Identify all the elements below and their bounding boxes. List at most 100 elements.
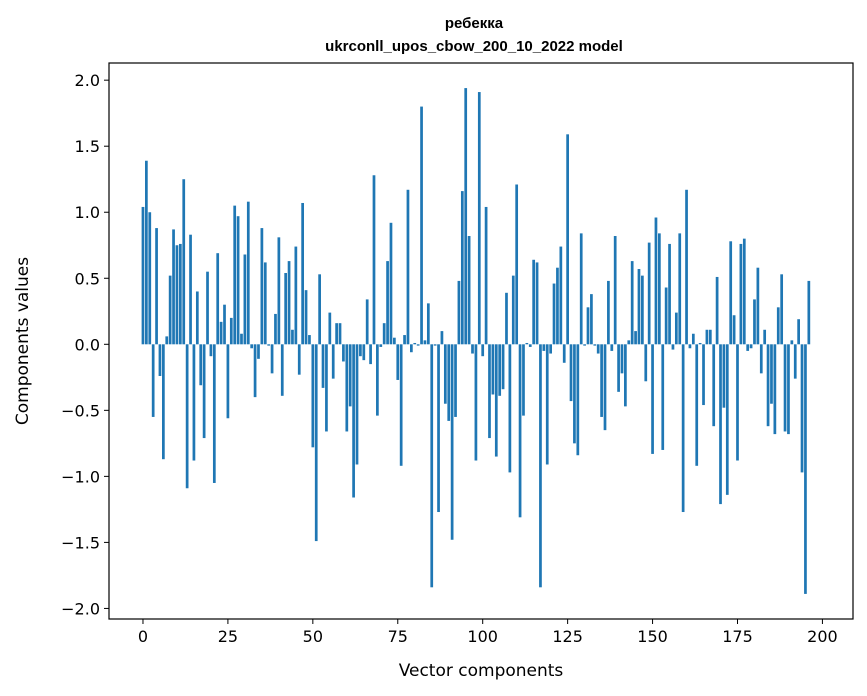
bar-85 [430, 344, 434, 588]
chart-title: ребекка [445, 15, 504, 32]
bar-183 [763, 329, 767, 345]
bar-28 [236, 216, 240, 345]
bar-98 [474, 344, 478, 461]
bar-146 [637, 269, 641, 345]
bar-108 [508, 344, 512, 473]
bar-144 [630, 261, 634, 345]
bar-124 [562, 344, 566, 363]
bar-91 [450, 344, 454, 540]
bar-143 [627, 340, 631, 345]
bar-35 [260, 228, 264, 345]
bar-172 [725, 344, 729, 495]
bar-96 [467, 236, 471, 345]
bar-8 [168, 275, 172, 345]
bar-118 [542, 344, 546, 351]
bar-188 [780, 274, 784, 345]
bar-133 [593, 344, 597, 346]
bar-44 [291, 329, 294, 345]
bar-104 [494, 344, 498, 457]
bar-45 [294, 246, 298, 345]
bar-52 [318, 274, 321, 345]
bar-53 [321, 344, 325, 388]
bar-21 [212, 344, 216, 483]
y-tick-label: −2.0 [61, 599, 100, 618]
bar-55 [328, 312, 332, 345]
bar-95 [464, 88, 468, 345]
bar-94 [460, 191, 464, 345]
bar-87 [437, 344, 440, 513]
bar-150 [651, 344, 654, 454]
bar-2 [148, 212, 152, 345]
bar-1 [145, 160, 148, 345]
bar-7 [165, 336, 169, 345]
bar-3 [151, 344, 155, 417]
bar-148 [644, 344, 648, 382]
bar-9 [172, 229, 175, 345]
bar-123 [559, 246, 563, 345]
bar-39 [274, 313, 277, 345]
bar-152 [658, 233, 661, 345]
bar-37 [267, 344, 271, 346]
bar-125 [566, 134, 569, 345]
bar-100 [481, 344, 485, 357]
bar-64 [359, 344, 362, 357]
bar-154 [664, 287, 668, 345]
bar-141 [620, 344, 624, 374]
bar-29 [240, 333, 243, 345]
bar-38 [270, 344, 274, 374]
bar-63 [355, 344, 359, 465]
bar-122 [556, 267, 559, 345]
bar-48 [304, 290, 308, 345]
bar-117 [539, 344, 542, 588]
bar-155 [668, 243, 671, 345]
bar-193 [797, 319, 800, 345]
bar-147 [641, 275, 644, 345]
bar-90 [447, 344, 451, 421]
bar-120 [549, 344, 552, 354]
y-axis: −2.0 −1.5 −1.0 −0.5 0.0 0.5 1.0 1.5 2.0 [61, 71, 109, 618]
bar-101 [484, 206, 488, 345]
bar-131 [586, 307, 590, 345]
bar-149 [647, 242, 651, 345]
bar-60 [345, 344, 349, 432]
bar-185 [770, 344, 773, 404]
bar-173 [729, 241, 733, 345]
bar-163 [695, 344, 699, 466]
y-tick-label: 1.5 [75, 137, 100, 156]
bar-6 [162, 344, 165, 460]
bar-18 [202, 344, 206, 439]
bar-70 [379, 344, 383, 347]
bar-153 [661, 344, 665, 450]
bar-19 [206, 271, 209, 345]
bar-128 [576, 344, 580, 456]
bar-168 [712, 344, 716, 427]
y-tick-label: 1.0 [75, 203, 100, 222]
bar-105 [498, 344, 502, 396]
bar-78 [406, 189, 410, 345]
bar-106 [501, 344, 505, 390]
bar-137 [607, 280, 610, 345]
bar-115 [532, 259, 536, 345]
bar-99 [477, 92, 481, 345]
bar-187 [776, 307, 780, 345]
bar-194 [800, 344, 804, 473]
bar-59 [342, 344, 345, 362]
bar-72 [386, 261, 389, 345]
bar-30 [243, 254, 247, 345]
bar-109 [511, 275, 515, 345]
bar-46 [297, 344, 301, 375]
bar-130 [583, 344, 586, 346]
bar-138 [610, 344, 614, 351]
bar-14 [189, 234, 192, 345]
bar-158 [678, 233, 682, 345]
bar-25 [226, 344, 230, 419]
bar-5 [158, 344, 162, 376]
bar-36 [263, 262, 267, 345]
bar-182 [759, 344, 763, 374]
bar-175 [736, 344, 739, 461]
bar-140 [617, 344, 620, 392]
bar-174 [732, 315, 736, 345]
bar-184 [766, 344, 770, 427]
bar-61 [348, 344, 352, 407]
bar-156 [671, 344, 675, 350]
